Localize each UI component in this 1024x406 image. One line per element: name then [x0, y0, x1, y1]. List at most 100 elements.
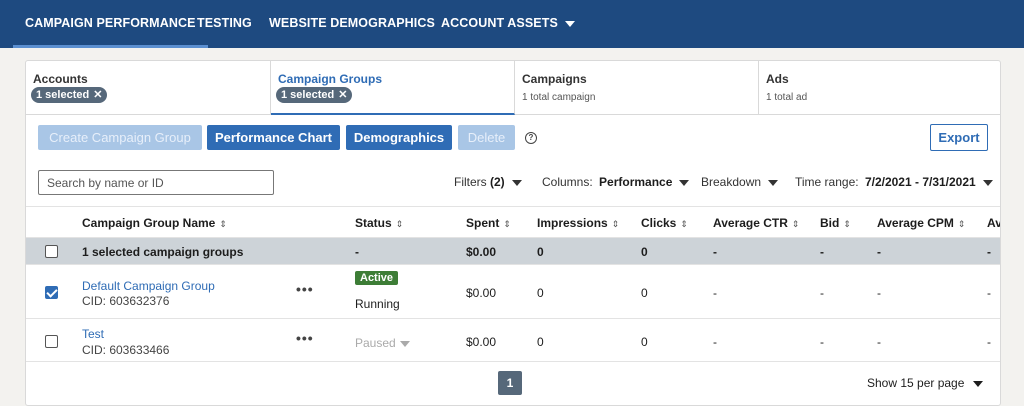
table-row: Test CID: 603633466 ••• Paused $0.00 0 0… [26, 318, 1000, 361]
breakdown-dropdown[interactable]: Breakdown [701, 175, 779, 189]
card-campaign-groups[interactable]: Campaign Groups 1 selected ✕ [271, 61, 515, 115]
summary-status: - [355, 245, 359, 259]
help-icon[interactable]: ? [525, 132, 537, 144]
col-spent[interactable]: Spent ⇕ [466, 216, 511, 230]
columns-label: Columns: [542, 175, 593, 189]
tab-website-demographics[interactable]: WEBSITE DEMOGRAPHICS [269, 16, 435, 30]
impressions-value: 0 [537, 335, 544, 349]
tab-testing[interactable]: TESTING [197, 16, 252, 30]
campaign-groups-selected-pill: 1 selected ✕ [276, 87, 353, 103]
delete-button[interactable]: Delete [458, 125, 515, 150]
summary-cpm: - [877, 245, 881, 259]
summary-spent: $0.00 [466, 245, 497, 259]
campaign-group-name-link[interactable]: Test [82, 327, 105, 341]
col-bid[interactable]: Bid ⇕ [820, 216, 851, 230]
search-input[interactable] [38, 170, 274, 195]
status-text: Paused [355, 336, 396, 350]
chevron-down-icon [973, 380, 984, 387]
campaign-group-cid: CID: 603632376 [82, 294, 170, 308]
tab-account-assets-label: ACCOUNT ASSETS [441, 16, 558, 30]
status-dropdown[interactable]: Paused [355, 336, 410, 350]
col-label: Spent [466, 216, 500, 230]
col-label: Bid [820, 216, 840, 230]
main-panel: Accounts 1 selected ✕ Campaign Groups 1 s… [25, 60, 1001, 406]
col-clicks[interactable]: Clicks ⇕ [641, 216, 688, 230]
columns-value: Performance [599, 175, 673, 189]
ctr-value: - [713, 286, 717, 300]
card-ads-count: 1 total ad [766, 92, 808, 103]
card-campaign-groups-title: Campaign Groups [278, 72, 383, 86]
export-button[interactable]: Export [930, 124, 988, 151]
row-checkbox[interactable] [45, 286, 58, 299]
col-label: Clicks [641, 216, 677, 230]
sort-icon: ⇕ [503, 219, 511, 229]
create-campaign-group-button[interactable]: Create Campaign Group [38, 125, 202, 150]
col-av[interactable]: Av [987, 216, 1001, 230]
close-icon[interactable]: ✕ [338, 89, 348, 101]
col-average-ctr[interactable]: Average CTR ⇕ [713, 216, 799, 230]
more-options-icon[interactable]: ••• [296, 281, 314, 297]
breadcrumb: Accounts 1 selected ✕ Campaign Groups 1 s… [26, 61, 1000, 115]
spent-value: $0.00 [466, 335, 497, 349]
chevron-down-icon [768, 179, 779, 186]
columns-dropdown[interactable]: Columns: Performance [542, 175, 690, 189]
summary-row: 1 selected campaign groups - $0.00 0 0 -… [26, 237, 1000, 264]
demographics-button[interactable]: Demographics [346, 125, 452, 150]
table-divider [26, 361, 1000, 362]
status-text: Running [355, 297, 400, 311]
per-page-label: Show 15 per page [867, 376, 965, 390]
av-value: - [987, 286, 991, 300]
chevron-down-icon [679, 179, 690, 186]
sort-icon: ⇕ [957, 219, 966, 229]
col-label: Average CPM [877, 216, 954, 230]
summary-impressions: 0 [537, 245, 544, 259]
close-icon[interactable]: ✕ [93, 89, 103, 101]
filters-dropdown[interactable]: Filters (2) [454, 175, 522, 189]
col-label: Status [355, 216, 392, 230]
av-value: - [987, 335, 991, 349]
time-range-dropdown[interactable]: Time range: 7/2/2021 - 7/31/2021 [795, 175, 993, 189]
sort-icon: ⇕ [611, 219, 620, 229]
per-page-dropdown[interactable]: Show 15 per page [867, 376, 984, 390]
more-options-icon[interactable]: ••• [296, 330, 314, 346]
tab-campaign-performance[interactable]: CAMPAIGN PERFORMANCE [13, 0, 208, 48]
performance-chart-button[interactable]: Performance Chart [207, 125, 340, 150]
col-label: Average CTR [713, 216, 788, 230]
col-status[interactable]: Status ⇕ [355, 216, 403, 230]
sort-icon: ⇕ [395, 219, 404, 229]
page-button[interactable]: 1 [498, 371, 522, 395]
card-campaigns[interactable]: Campaigns 1 total campaign [515, 61, 759, 115]
summary-clicks: 0 [641, 245, 648, 259]
cpm-value: - [877, 286, 881, 300]
card-campaigns-title: Campaigns [522, 72, 587, 86]
card-ads-title: Ads [766, 72, 789, 86]
campaign-group-name-link[interactable]: Default Campaign Group [82, 279, 215, 293]
select-all-checkbox[interactable] [45, 245, 58, 258]
chevron-down-icon [511, 179, 522, 186]
time-range-label: Time range: [795, 175, 859, 189]
clicks-value: 0 [641, 286, 648, 300]
sort-icon: ⇕ [680, 219, 688, 229]
filters-label: Filters [454, 175, 487, 189]
col-label: Campaign Group Name [82, 216, 216, 230]
sort-icon: ⇕ [791, 219, 800, 229]
cpm-value: - [877, 335, 881, 349]
col-campaign-group-name[interactable]: Campaign Group Name ⇕ [82, 216, 227, 230]
status-badge: Active [355, 271, 399, 285]
pill-label: 1 selected [36, 89, 90, 101]
row-checkbox[interactable] [45, 335, 58, 348]
filters-count: (2) [490, 175, 505, 189]
card-ads[interactable]: Ads 1 total ad [759, 61, 1000, 115]
chevron-down-icon [399, 340, 410, 347]
bid-value: - [820, 335, 824, 349]
summary-av: - [987, 245, 991, 259]
card-accounts[interactable]: Accounts 1 selected ✕ [26, 61, 271, 115]
sort-icon: ⇕ [843, 219, 851, 229]
clicks-value: 0 [641, 335, 648, 349]
tab-account-assets[interactable]: ACCOUNT ASSETS [441, 0, 575, 48]
pill-label: 1 selected [281, 89, 335, 101]
col-average-cpm[interactable]: Average CPM ⇕ [877, 216, 965, 230]
bid-value: - [820, 286, 824, 300]
col-impressions[interactable]: Impressions ⇕ [537, 216, 619, 230]
chevron-down-icon [982, 179, 993, 186]
